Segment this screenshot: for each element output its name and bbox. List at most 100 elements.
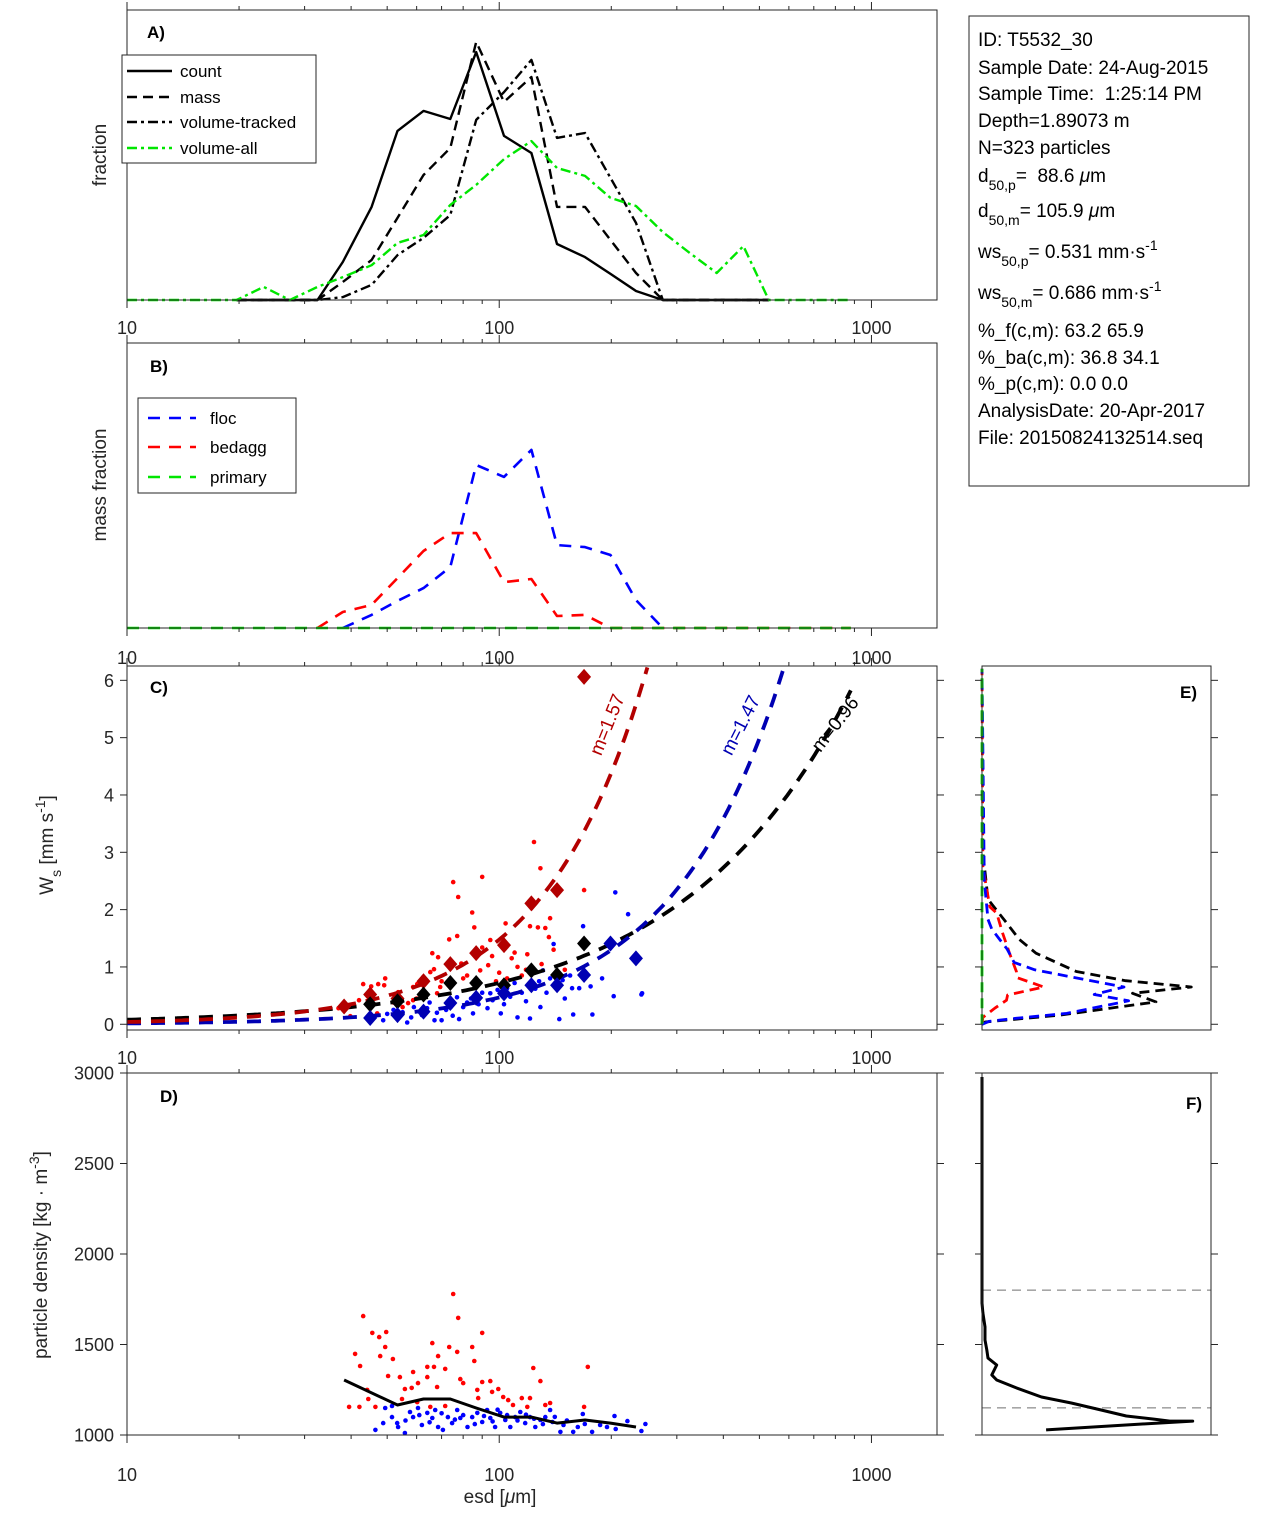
scatter-point (643, 1421, 648, 1427)
scatter-point (576, 985, 582, 991)
scatter-point (547, 1400, 553, 1406)
scatter-point (472, 925, 477, 930)
info-depth: Depth=1.89073 m (978, 111, 1130, 132)
scatter-point (485, 962, 491, 968)
bin-mean-marker-floc (416, 1003, 431, 1020)
scatter-point (427, 1420, 432, 1425)
series-line-bin-average (343, 1378, 637, 1429)
scatter-point (496, 970, 502, 975)
scatter-point (456, 1016, 462, 1022)
scatter-point (434, 1010, 440, 1016)
y-tick-label: 2 (104, 900, 114, 920)
scatter-point (569, 985, 575, 991)
info-sample-time: Sample Time: 1:25:14 PM (978, 84, 1202, 105)
scatter-point (427, 1000, 432, 1005)
scatter-point (612, 1413, 617, 1419)
scatter-point (465, 1424, 470, 1430)
scatter-point (431, 1364, 437, 1370)
x-tick-label: 10 (117, 1048, 137, 1068)
bin-mean-marker-floc (550, 977, 565, 994)
scatter-point (599, 976, 605, 981)
ylabel-base: W (37, 877, 58, 895)
series-line-mass (236, 40, 769, 302)
unit: m (1090, 166, 1106, 187)
value: = 88.6 (1016, 166, 1080, 187)
scatter-point (515, 1015, 520, 1020)
panel-d-particle-density: 10 100 1000 1000 1500 2000 2500 3000 (74, 1064, 944, 1485)
bin-mean-marker-floc (577, 966, 592, 983)
scatter-point (404, 1020, 410, 1025)
panel-label-f: F) (1186, 1094, 1202, 1113)
scatter-point (439, 1018, 444, 1023)
scatter-point (435, 1353, 441, 1359)
info-pct-floc: %_f(c,m): 63.2 65.9 (978, 321, 1144, 342)
scatter-point (472, 1421, 478, 1427)
scatter-point (489, 953, 495, 959)
scatter-point (531, 1365, 536, 1371)
info-d50-count: d50,p= 88.6 μm (978, 166, 1106, 193)
scatter-point (440, 1427, 446, 1433)
scatter-point (455, 1315, 461, 1321)
bin-mean-marker-all (524, 962, 539, 979)
scatter-point (445, 1414, 451, 1420)
symbol: d (978, 166, 989, 187)
scatter-point (481, 1413, 487, 1419)
bin-mean-marker-floc (469, 989, 484, 1006)
scatter-point (580, 923, 586, 929)
scatter-point (399, 1396, 405, 1402)
scatter-point (488, 991, 493, 996)
y-tick-label: 2000 (74, 1245, 114, 1265)
scatter-point (581, 1404, 587, 1410)
x-tick-label: 100 (484, 318, 514, 338)
fit-curve-bedagg (126, 666, 650, 1024)
scatter-point (479, 1419, 485, 1425)
series-line-floc (980, 668, 1130, 1026)
scatter-point (407, 1409, 413, 1415)
scatter-point (390, 1356, 396, 1362)
panel-label-e: E) (1180, 683, 1197, 702)
bin-mean-marker-all (390, 993, 405, 1010)
scatter-point (377, 1353, 383, 1359)
scatter-point (588, 984, 593, 989)
y-tick-label: 6 (104, 671, 114, 691)
sample-info-box: ID: T5532_30 Sample Date: 24-Aug-2015 Sa… (968, 15, 1250, 487)
symbol: ws (977, 242, 1001, 263)
panel-f-density-distribution (975, 1072, 1218, 1436)
scatter-point (425, 1364, 430, 1370)
superscript: -1 (1149, 278, 1162, 294)
panel-label-c: C) (150, 678, 168, 697)
scatter-point (488, 937, 493, 943)
scatter-point (434, 1384, 440, 1390)
scatter-point (575, 1424, 581, 1430)
scatter-point (435, 1424, 441, 1430)
scatter-point (538, 866, 543, 871)
scatter-point (509, 956, 514, 961)
y-tick-label: 0 (104, 1015, 114, 1035)
scatter-point (402, 1386, 408, 1392)
y-tick-label: 5 (104, 728, 114, 748)
panel-c-y-axis-label: Ws [mm s-1] (32, 795, 64, 895)
scatter-point (389, 1403, 395, 1409)
bin-mean-marker-all (363, 996, 378, 1013)
scatter-point (543, 925, 548, 931)
scatter-point (469, 1344, 475, 1350)
scatter-point (613, 1426, 618, 1432)
axes-frame (126, 665, 938, 1031)
scatter-point (518, 1409, 523, 1415)
bin-mean-marker-bedagg (443, 956, 458, 973)
scatter-point (432, 1407, 438, 1413)
xlabel-mu: μ (504, 1487, 516, 1508)
scatter-point (510, 1402, 516, 1408)
scatter-point (527, 1016, 533, 1021)
scatter-point (581, 887, 587, 893)
legend-box (137, 397, 297, 494)
legend-label-primary: primary (210, 468, 267, 487)
fit-curve-all (126, 689, 853, 1022)
scatter-point (415, 1380, 421, 1386)
scatter-point (373, 1404, 378, 1410)
info-ws50-count: ws50,p= 0.531 mm·s-1 (977, 237, 1158, 269)
scatter-point (479, 874, 485, 880)
fit-curve-floc (126, 666, 787, 1026)
scatter-point (604, 1424, 610, 1430)
symbol: d (978, 201, 989, 222)
